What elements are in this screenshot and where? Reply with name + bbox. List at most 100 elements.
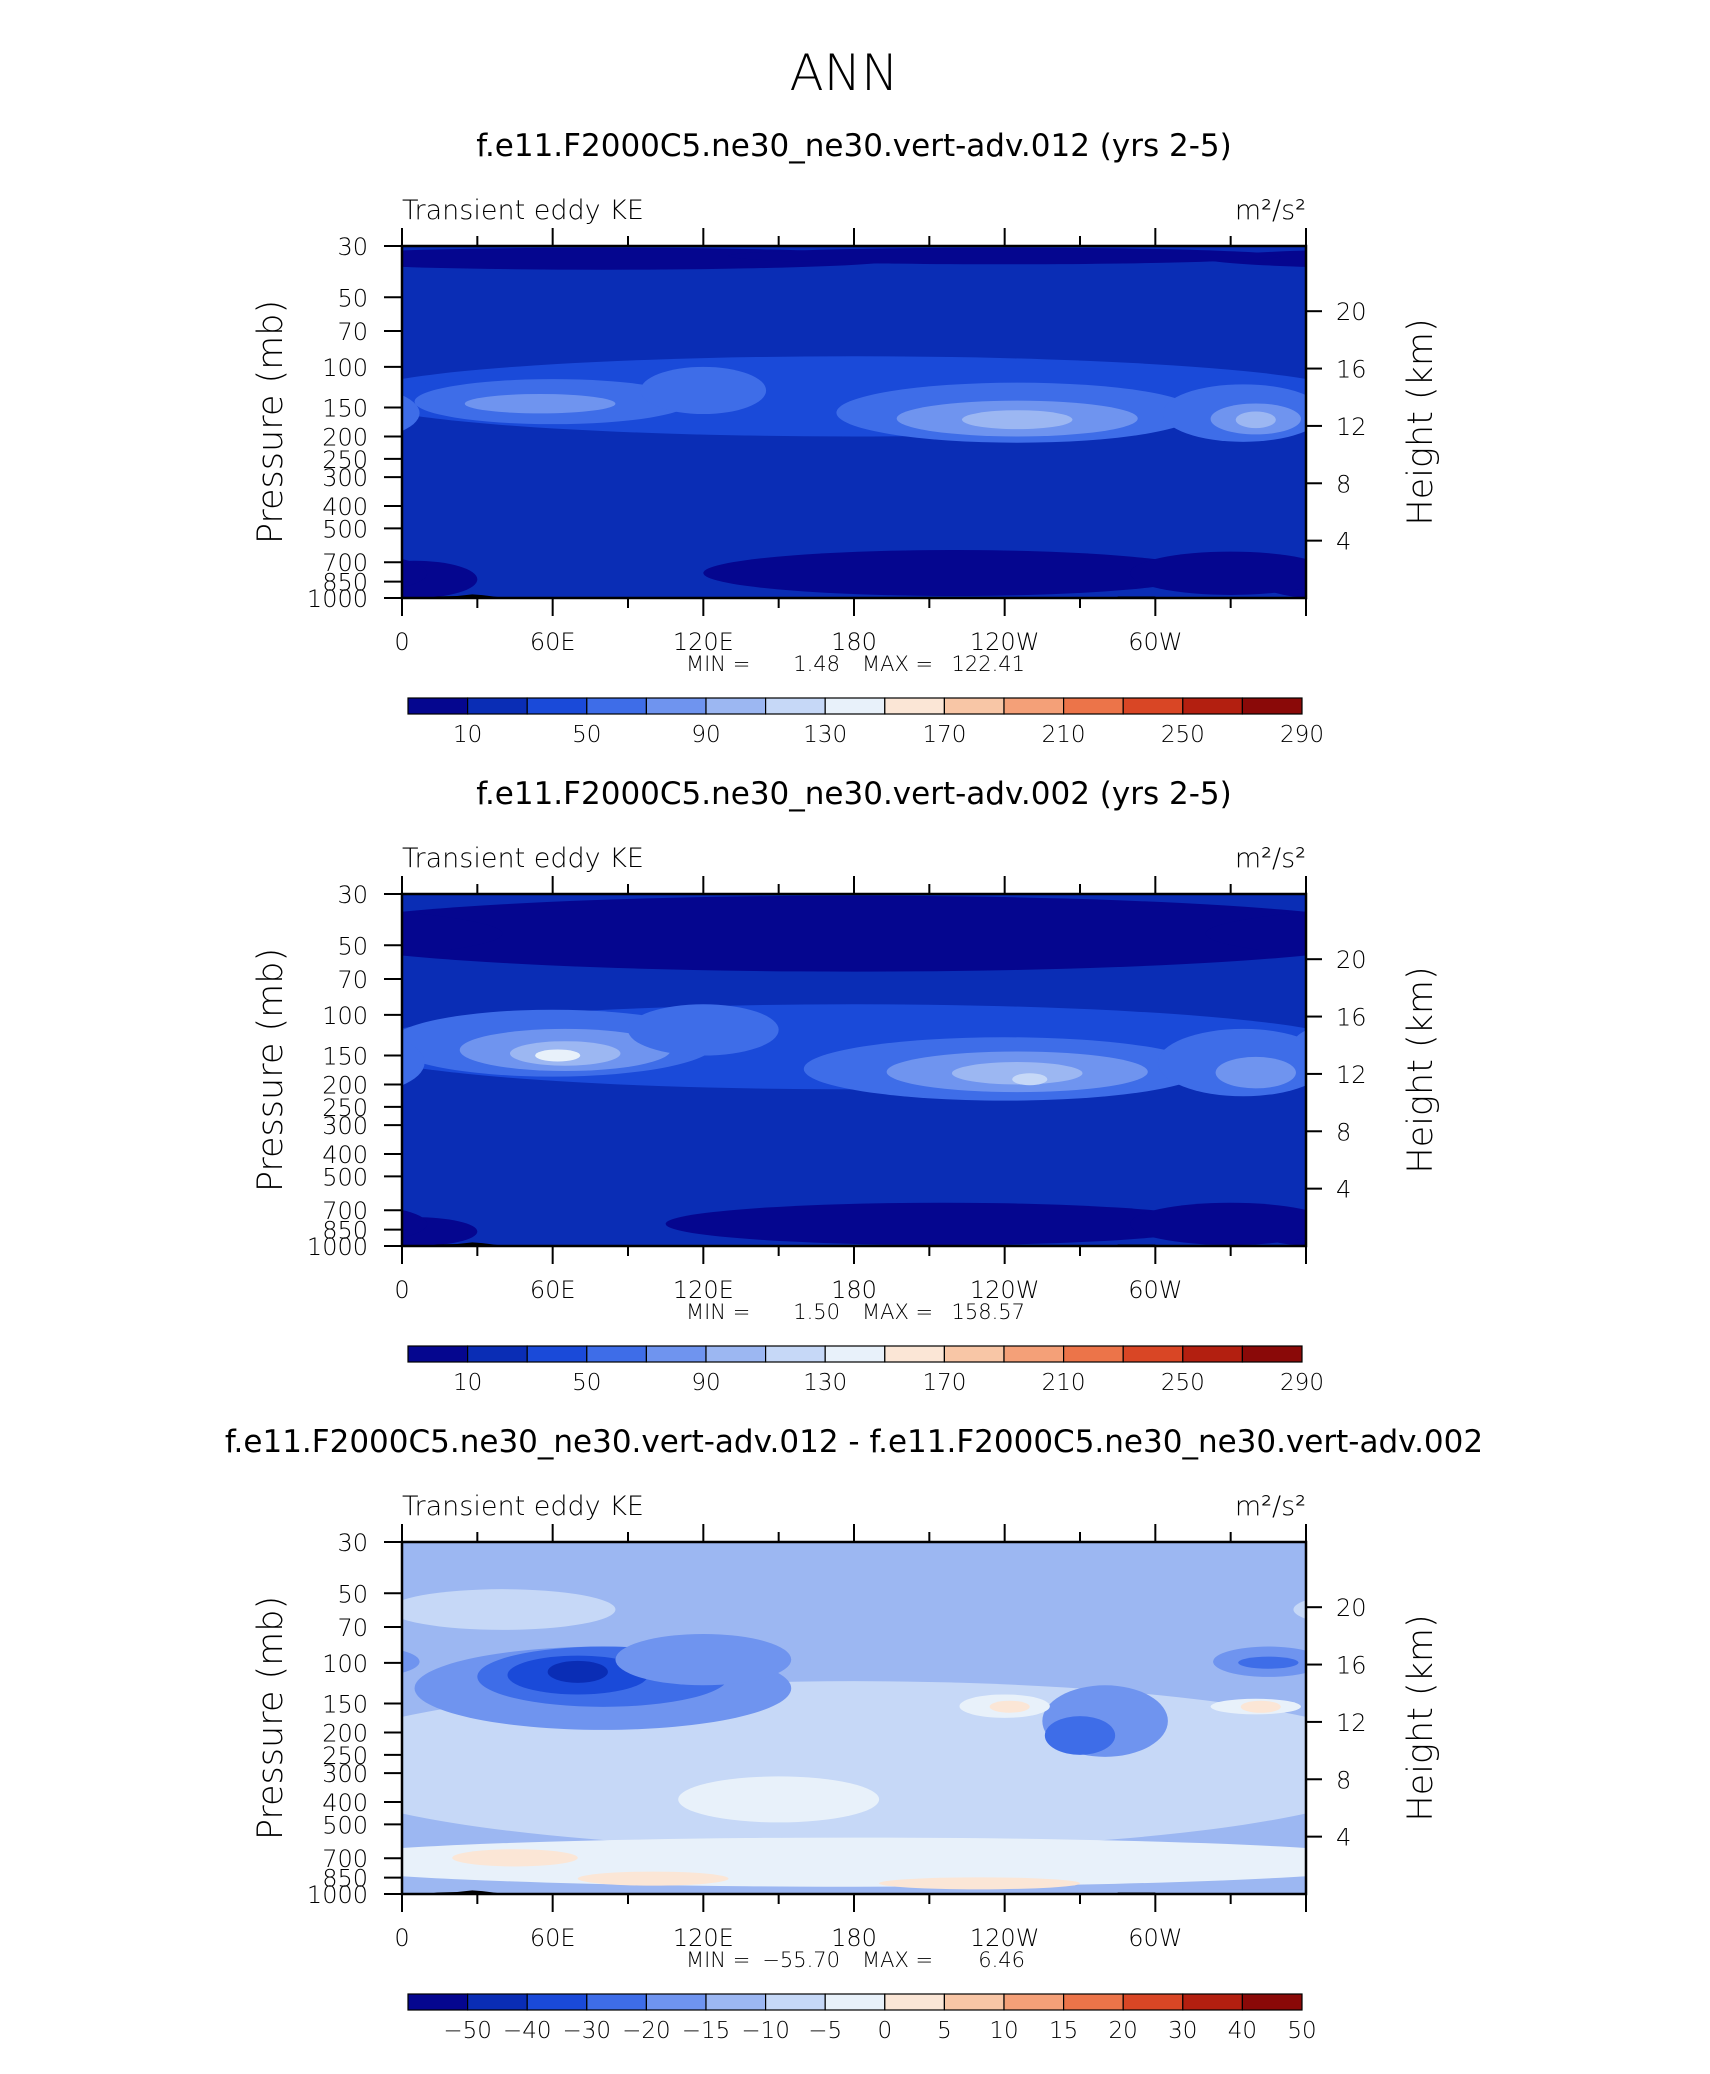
colorbar-label: 0: [877, 2018, 892, 2044]
y2-tick-label: 8: [1336, 470, 1351, 498]
y-tick-label: 30: [337, 233, 368, 261]
contour-field: [402, 246, 1306, 598]
min-label: MIN =: [686, 1948, 750, 1972]
contour-region: [402, 911, 503, 956]
contour-region: [961, 410, 1073, 430]
colorbar-swatch: [586, 1345, 647, 1363]
colorbar-swatch: [1062, 1993, 1124, 2011]
colorbar-label: 5: [937, 2018, 952, 2044]
y-tick-label: 50: [337, 1580, 368, 1608]
y2-tick-label: 4: [1336, 1176, 1351, 1204]
y-tick-label: 100: [322, 1650, 368, 1678]
panel-title: f.e11.F2000C5.ne30_ne30.vert-adv.012 (yr…: [476, 128, 1231, 164]
colorbar-swatch: [467, 697, 528, 715]
colorbar-swatch: [645, 1993, 707, 2011]
contour-region: [535, 1049, 581, 1062]
contour-region: [1255, 1028, 1306, 1066]
contour-region: [1205, 1716, 1306, 1814]
y-tick-label: 250: [322, 1094, 368, 1122]
contour-region: [577, 1871, 729, 1886]
contour-region: [1130, 551, 1306, 595]
x-tick-label: 60E: [530, 628, 576, 656]
contour-region: [547, 1660, 608, 1683]
y-tick-label: 700: [322, 1197, 368, 1225]
max-value: 122.41: [952, 652, 1025, 676]
x-tick-label: 120W: [970, 1924, 1040, 1952]
colorbar-swatch: [824, 1993, 886, 2011]
x-tick-label: 60W: [1128, 1924, 1182, 1952]
colorbar-swatch: [1122, 1993, 1184, 2011]
y-axis-label: Pressure (mb): [251, 1596, 291, 1840]
y-tick-label: 250: [322, 446, 368, 474]
colorbar-label: 10: [453, 722, 482, 748]
y2-tick-label: 12: [1336, 413, 1367, 441]
colorbar-swatch: [884, 697, 945, 715]
colorbar-swatch: [1003, 697, 1065, 715]
x-tick-label: 120E: [673, 1924, 734, 1952]
y2-axis-label: Height (km): [1401, 1614, 1441, 1821]
x-tick-label: 60E: [530, 1276, 576, 1304]
y-tick-label: 400: [322, 1789, 368, 1817]
colorbar-label: 170: [922, 722, 966, 748]
chart-panel-1: f.e11.F2000C5.ne30_ne30.vert-adv.012 (yr…: [251, 128, 1441, 748]
colorbar-label: 10: [453, 1370, 482, 1396]
y-tick-label: 150: [322, 395, 368, 423]
contour-region: [402, 1039, 425, 1086]
y2-tick-label: 8: [1336, 1766, 1351, 1794]
colorbar-label: 90: [691, 722, 720, 748]
contour-region: [640, 366, 767, 415]
colorbar-swatch: [943, 1345, 1005, 1363]
x-tick-label: 120W: [970, 1276, 1040, 1304]
y-tick-label: 150: [322, 1043, 368, 1071]
x-tick-label: 120W: [970, 628, 1040, 656]
y-tick-label: 500: [322, 515, 368, 543]
colorbar-label: 250: [1161, 722, 1205, 748]
colorbar-label: 210: [1042, 1370, 1086, 1396]
max-label: MAX =: [862, 652, 933, 676]
y-tick-label: 300: [322, 464, 368, 492]
min-label: MIN =: [686, 652, 750, 676]
colorbar: −50 −40 −30 −20 −15 −10 −5 0 5 10 15 20 30 40 50: [407, 1993, 1317, 2044]
colorbar-label: 250: [1161, 1370, 1205, 1396]
colorbar-label: 10: [989, 2018, 1018, 2044]
panel-title: f.e11.F2000C5.ne30_ne30.vert-adv.002 (yr…: [476, 776, 1231, 812]
min-value: −55.70: [762, 1948, 840, 1972]
contour-region: [1044, 1716, 1116, 1755]
colorbar-swatch: [1241, 697, 1303, 715]
y-tick-label: 50: [337, 284, 368, 312]
y-tick-label: 400: [322, 1141, 368, 1169]
y-axis-label: Pressure (mb): [251, 300, 291, 544]
y-tick-label: 850: [322, 1217, 368, 1245]
contour-region: [678, 1776, 880, 1823]
colorbar-swatch: [1182, 1993, 1244, 2011]
colorbar-swatch: [407, 1993, 469, 2011]
contour-region: [464, 393, 616, 414]
y-tick-label: 1000: [307, 585, 368, 613]
colorbar-swatch: [467, 1345, 528, 1363]
colorbar-label: −30: [563, 2018, 612, 2044]
contour-region: [615, 1633, 792, 1686]
colorbar-label: −5: [808, 2018, 842, 2044]
units-label: m²/s²: [1235, 195, 1306, 226]
colorbar-label: 130: [803, 722, 847, 748]
contour-region: [1215, 1056, 1296, 1089]
y-tick-label: 50: [337, 932, 368, 960]
colorbar-label: 90: [691, 1370, 720, 1396]
colorbar-label: 170: [922, 1370, 966, 1396]
y-tick-label: 70: [337, 1614, 368, 1642]
colorbar-swatch: [1062, 697, 1124, 715]
units-label: m²/s²: [1235, 1491, 1306, 1522]
colorbar: 10 50 90 130 170 210 250 290: [407, 697, 1324, 748]
y2-axis-label: Height (km): [1401, 318, 1441, 525]
contour-region: [1293, 1600, 1306, 1619]
colorbar-swatch: [526, 1345, 588, 1363]
contour-region: [1205, 911, 1306, 956]
colorbar-swatch: [943, 697, 1005, 715]
colorbar-label: 290: [1280, 1370, 1324, 1396]
colorbar-label: 50: [1287, 2018, 1316, 2044]
max-label: MAX =: [862, 1300, 933, 1324]
y2-tick-label: 16: [1336, 1652, 1367, 1680]
x-tick-label: 60W: [1128, 628, 1182, 656]
colorbar-swatch: [824, 1345, 886, 1363]
